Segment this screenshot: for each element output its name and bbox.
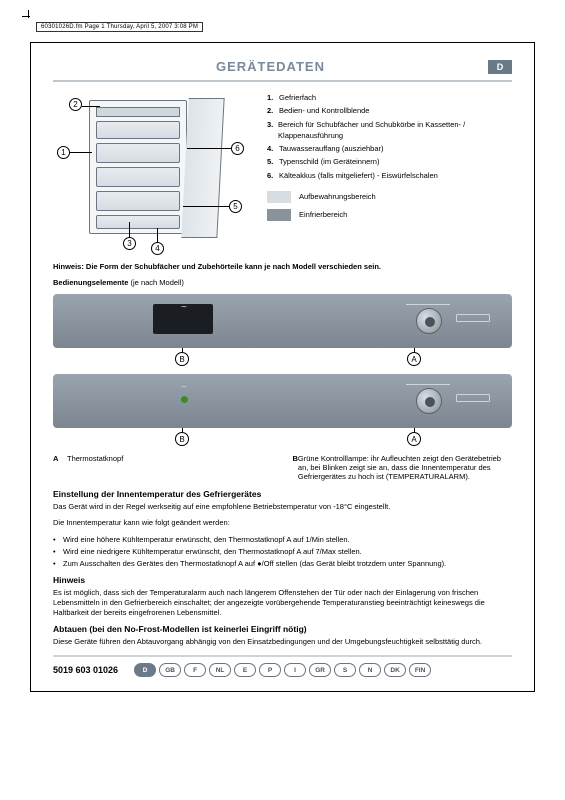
lang-pill-nl[interactable]: NL	[209, 663, 231, 677]
page-title: GERÄTEDATEN	[53, 59, 488, 74]
temp-bullet-list: Wird eine höhere Kühltemperatur erwünsch…	[53, 535, 512, 569]
lang-pill-fin[interactable]: FIN	[409, 663, 431, 677]
lang-pill-gr[interactable]: GR	[309, 663, 331, 677]
temp-bullet: Zum Ausschalten des Gerätes den Thermost…	[53, 559, 512, 569]
freezer-diagram: 1 2 3 4 5 6	[53, 92, 253, 252]
swatch-row: Einfrierbereich	[267, 209, 512, 221]
drawer-2	[96, 143, 180, 163]
green-led-icon	[181, 396, 188, 403]
title-divider	[53, 80, 512, 82]
swatch-box	[267, 191, 291, 203]
lang-pill-n[interactable]: N	[359, 663, 381, 677]
bedienungselemente-heading: Bedienungselemente (je nach Modell)	[53, 278, 512, 288]
file-meta-header: 60301026D.fm Page 1 Thursday, April 5, 2…	[36, 22, 203, 32]
section-temp-p2: Die Innentemperatur kann wie folgt geänd…	[53, 518, 512, 528]
drawer-3	[96, 167, 180, 187]
footer-row: 5019 603 01026 DGBFNLEPIGRSNDKFIN	[53, 655, 512, 677]
door-open	[181, 98, 224, 238]
callout-2: 2	[69, 98, 82, 111]
swatch-box	[267, 209, 291, 221]
drawer-5	[96, 215, 180, 229]
legend-item: 2.Bedien- und Kontrollblende	[267, 105, 512, 116]
drawer-1	[96, 121, 180, 139]
callout-6: 6	[231, 142, 244, 155]
legend-item: 5.Typenschild (im Geräteinnern)	[267, 156, 512, 167]
section-abtauen-p: Diese Geräte führen den Abtauvorgang abh…	[53, 637, 512, 647]
label-a-2: A	[407, 432, 421, 446]
hinweis-form: Hinweis: Die Form der Schubfächer und Zu…	[53, 262, 512, 272]
panel1-indicator-icon	[456, 314, 490, 322]
temp-bullet: Wird eine niedrigere Kühltemperatur erwü…	[53, 547, 512, 557]
bedienungselemente-bold: Bedienungselemente	[53, 278, 128, 287]
lang-pill-f[interactable]: F	[184, 663, 206, 677]
desc-a-text: Thermostatknopf	[67, 454, 123, 481]
legend-list: 1.Gefrierfach 2.Bedien- und Kontrollblend…	[267, 92, 512, 252]
section-hinweis-p: Es ist möglich, dass sich der Temperatur…	[53, 588, 512, 618]
lang-pill-gb[interactable]: GB	[159, 663, 181, 677]
control-strip	[96, 107, 180, 117]
language-pill-row: DGBFNLEPIGRSNDKFIN	[134, 663, 431, 677]
section-temp-p1: Das Gerät wird in der Regel werkseitig a…	[53, 502, 512, 512]
drawer-4	[96, 191, 180, 211]
crop-mark-tl	[22, 10, 34, 22]
freezer-body	[89, 100, 187, 234]
label-b-2: B	[175, 432, 189, 446]
legend-item: 1.Gefrierfach	[267, 92, 512, 103]
swatch-label: Einfrierbereich	[299, 209, 347, 220]
lang-pill-p[interactable]: P	[259, 663, 281, 677]
thermostat-knob-2[interactable]	[416, 388, 442, 414]
legend-item: 3.Bereich für Schubfächer und Schubkörbe…	[267, 119, 512, 142]
desc-b-text: Grüne Kontrolllampe: ihr Aufleuchten zei…	[298, 454, 512, 481]
lang-pill-e[interactable]: E	[234, 663, 256, 677]
label-b-1: B	[175, 352, 189, 366]
lang-pill-s[interactable]: S	[334, 663, 356, 677]
callout-4: 4	[151, 242, 164, 255]
bedienungselemente-rest: (je nach Modell)	[128, 278, 183, 287]
page-frame: GERÄTEDATEN D 1 2 3 4 5 6	[30, 42, 535, 692]
lang-pill-dk[interactable]: DK	[384, 663, 406, 677]
swatch-row: Aufbewahrungsbereich	[267, 191, 512, 203]
tilde-icon: ~	[181, 302, 187, 313]
callout-3: 3	[123, 237, 136, 250]
thermostat-knob[interactable]	[416, 308, 442, 334]
panel2-indicator-icon	[456, 394, 490, 402]
lang-pill-d[interactable]: D	[134, 663, 156, 677]
swatch-label: Aufbewahrungsbereich	[299, 191, 376, 202]
control-panel-1: ~	[53, 294, 512, 348]
callout-1: 1	[57, 146, 70, 159]
callout-5: 5	[229, 200, 242, 213]
legend-item: 4.Tauwasserauffang (ausziehbar)	[267, 143, 512, 154]
temp-bullet: Wird eine höhere Kühltemperatur erwünsch…	[53, 535, 512, 545]
legend-item: 6.Kälteakkus (falls mitgeliefert) - Eisw…	[267, 170, 512, 181]
desc-a-letter: A	[53, 454, 67, 481]
lang-pill-i[interactable]: I	[284, 663, 306, 677]
section-abtauen-heading: Abtauen (bei den No-Frost-Modellen ist k…	[53, 624, 512, 634]
language-flag: D	[488, 60, 512, 74]
section-hinweis-heading: Hinweis	[53, 575, 512, 585]
part-number: 5019 603 01026	[53, 665, 118, 675]
label-a-1: A	[407, 352, 421, 366]
control-panel-2: ~	[53, 374, 512, 428]
tilde-icon-2: ~	[181, 382, 187, 393]
section-temp-heading: Einstellung der Innentemperatur des Gefr…	[53, 489, 512, 499]
